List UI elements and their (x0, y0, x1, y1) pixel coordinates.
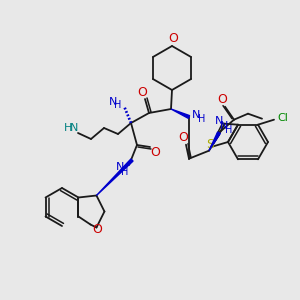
Text: N: N (220, 121, 228, 131)
Text: O: O (168, 32, 178, 46)
Text: Cl: Cl (278, 113, 288, 123)
Text: S: S (206, 137, 214, 151)
Text: O: O (178, 131, 188, 144)
Text: O: O (137, 85, 147, 98)
Text: H: H (225, 125, 233, 135)
Polygon shape (97, 159, 133, 196)
Text: N: N (116, 162, 124, 172)
Text: O: O (150, 146, 160, 158)
Text: O: O (92, 223, 102, 236)
Text: N: N (215, 116, 224, 126)
Text: H: H (121, 167, 129, 177)
Text: N: N (70, 123, 78, 133)
Polygon shape (209, 132, 220, 151)
Polygon shape (171, 109, 190, 118)
Text: H: H (64, 123, 72, 133)
Text: N: N (109, 97, 117, 107)
Text: H: H (198, 114, 206, 124)
Text: O: O (217, 93, 227, 106)
Text: N: N (192, 110, 200, 120)
Text: H: H (114, 100, 122, 110)
